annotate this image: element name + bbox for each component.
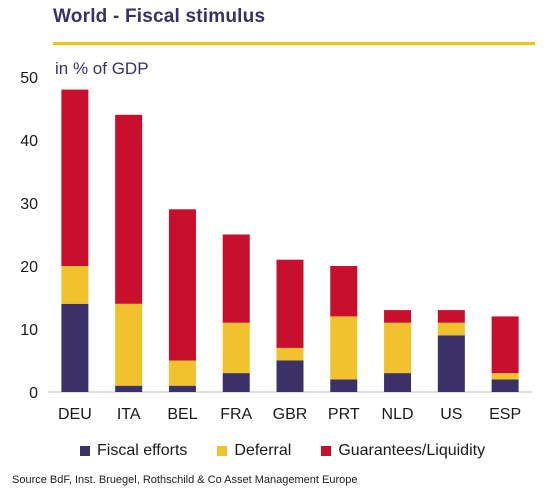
title-underline [53, 42, 535, 45]
y-tick-label: 20 [20, 259, 38, 276]
legend-item-deferral: Deferral [217, 442, 291, 460]
bar-fiscal-esp [491, 379, 519, 392]
bar-guarantees-ita [115, 114, 143, 304]
x-tick-label: NLD [382, 406, 414, 423]
chart-subtitle: in % of GDP [55, 59, 149, 78]
bar-deferral-fra [222, 322, 250, 374]
bar-deferral-esp [491, 373, 519, 380]
bar-deferral-gbr [276, 347, 304, 361]
source-note: Source BdF, Inst. Bruegel, Rothschild & … [12, 474, 358, 486]
stacked-bar-chart: 0 10 20 30 40 50 DEU ITA BEL FRA GBR PRT NLD US ESP [20, 70, 532, 423]
chart-title: World - Fiscal stimulus [53, 6, 266, 27]
legend: Fiscal efforts Deferral Guarantees/Liqui… [80, 442, 485, 460]
bar-fiscal-gbr [276, 360, 304, 392]
bar-guarantees-fra [222, 234, 250, 323]
bar-deferral-us [437, 322, 465, 336]
x-tick-label: GBR [273, 406, 308, 423]
bar-guarantees-deu [61, 89, 89, 266]
legend-swatch-deferral [217, 446, 228, 456]
y-tick-label: 30 [20, 196, 38, 213]
bar-fiscal-ita [115, 385, 143, 392]
x-tick-label: ESP [489, 406, 521, 423]
x-tick-label: BEL [167, 406, 197, 423]
bar-guarantees-nld [384, 310, 412, 323]
bar-deferral-ita [115, 303, 143, 386]
y-tick-label: 50 [20, 70, 38, 87]
bar-fiscal-prt [330, 379, 358, 392]
legend-label-deferral: Deferral [234, 442, 292, 459]
bar-fiscal-deu [61, 303, 89, 392]
bar-deferral-nld [384, 322, 412, 374]
legend-swatch-guarantees [321, 446, 332, 456]
x-tick-label: PRT [328, 406, 360, 423]
y-tick-label: 10 [20, 322, 38, 339]
legend-label-fiscal: Fiscal efforts [97, 442, 188, 459]
bar-guarantees-gbr [276, 259, 304, 348]
legend-item-fiscal: Fiscal efforts [80, 442, 187, 460]
bar-guarantees-us [437, 310, 465, 323]
bars [61, 89, 519, 392]
legend-item-guarantees: Guarantees/Liquidity [321, 442, 485, 460]
x-tick-label: FRA [220, 406, 252, 423]
bar-guarantees-esp [491, 316, 519, 374]
bar-deferral-prt [330, 316, 358, 380]
y-tick-label: 0 [29, 385, 38, 402]
bar-fiscal-nld [384, 373, 412, 392]
bar-guarantees-prt [330, 266, 358, 317]
y-tick-label: 40 [20, 133, 38, 150]
legend-label-guarantees: Guarantees/Liquidity [338, 442, 486, 459]
bar-fiscal-fra [222, 373, 250, 392]
axes: 0 10 20 30 40 50 DEU ITA BEL FRA GBR PRT NLD US ESP [20, 70, 532, 423]
x-tick-label: US [440, 406, 462, 423]
bar-deferral-deu [61, 266, 89, 304]
bar-fiscal-us [437, 335, 465, 392]
legend-swatch-fiscal [80, 446, 90, 456]
x-tick-label: ITA [117, 406, 141, 423]
bar-deferral-bel [168, 360, 196, 386]
bar-guarantees-bel [168, 209, 196, 361]
x-tick-label: DEU [58, 406, 92, 423]
bar-fiscal-bel [168, 385, 196, 392]
